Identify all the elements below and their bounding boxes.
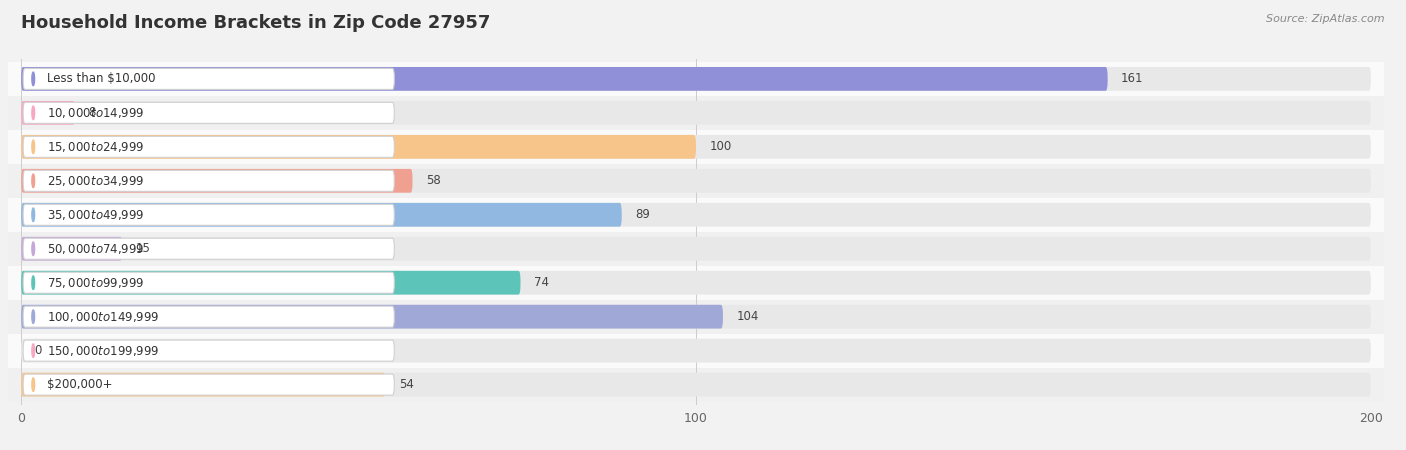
FancyBboxPatch shape: [21, 135, 696, 159]
Circle shape: [32, 140, 35, 153]
FancyBboxPatch shape: [7, 198, 1385, 232]
FancyBboxPatch shape: [21, 271, 520, 295]
Circle shape: [32, 310, 35, 324]
Text: 104: 104: [737, 310, 759, 323]
FancyBboxPatch shape: [7, 62, 1385, 96]
Text: 100: 100: [710, 140, 731, 153]
FancyBboxPatch shape: [21, 237, 1371, 261]
Text: $75,000 to $99,999: $75,000 to $99,999: [46, 276, 145, 290]
Circle shape: [32, 106, 35, 120]
Text: $200,000+: $200,000+: [46, 378, 112, 391]
FancyBboxPatch shape: [21, 67, 1108, 91]
FancyBboxPatch shape: [21, 203, 1371, 227]
Text: 89: 89: [636, 208, 650, 221]
Text: $25,000 to $34,999: $25,000 to $34,999: [46, 174, 145, 188]
Text: Less than $10,000: Less than $10,000: [46, 72, 155, 86]
Circle shape: [32, 378, 35, 392]
FancyBboxPatch shape: [21, 237, 122, 261]
FancyBboxPatch shape: [22, 68, 394, 90]
Text: 161: 161: [1121, 72, 1143, 86]
FancyBboxPatch shape: [22, 204, 394, 225]
Text: 15: 15: [136, 242, 150, 255]
FancyBboxPatch shape: [21, 67, 1371, 91]
FancyBboxPatch shape: [7, 164, 1385, 198]
FancyBboxPatch shape: [22, 272, 394, 293]
FancyBboxPatch shape: [21, 169, 412, 193]
FancyBboxPatch shape: [21, 101, 1371, 125]
Text: $10,000 to $14,999: $10,000 to $14,999: [46, 106, 145, 120]
FancyBboxPatch shape: [21, 169, 1371, 193]
Circle shape: [32, 72, 35, 86]
Text: $100,000 to $149,999: $100,000 to $149,999: [46, 310, 159, 324]
FancyBboxPatch shape: [7, 130, 1385, 164]
FancyBboxPatch shape: [22, 170, 394, 191]
FancyBboxPatch shape: [21, 271, 1371, 295]
FancyBboxPatch shape: [22, 374, 394, 395]
FancyBboxPatch shape: [22, 340, 394, 361]
Text: Source: ZipAtlas.com: Source: ZipAtlas.com: [1267, 14, 1385, 23]
FancyBboxPatch shape: [22, 102, 394, 123]
FancyBboxPatch shape: [21, 373, 385, 396]
FancyBboxPatch shape: [7, 300, 1385, 333]
FancyBboxPatch shape: [7, 266, 1385, 300]
Text: 58: 58: [426, 174, 440, 187]
Text: 54: 54: [399, 378, 413, 391]
Text: 74: 74: [534, 276, 548, 289]
Text: 8: 8: [89, 106, 96, 119]
Text: Household Income Brackets in Zip Code 27957: Household Income Brackets in Zip Code 27…: [21, 14, 491, 32]
FancyBboxPatch shape: [21, 373, 1371, 396]
Circle shape: [32, 276, 35, 289]
Text: $50,000 to $74,999: $50,000 to $74,999: [46, 242, 145, 256]
Circle shape: [32, 174, 35, 188]
Circle shape: [32, 344, 35, 357]
FancyBboxPatch shape: [7, 333, 1385, 368]
Text: 0: 0: [35, 344, 42, 357]
FancyBboxPatch shape: [7, 368, 1385, 401]
Text: $35,000 to $49,999: $35,000 to $49,999: [46, 208, 145, 222]
Circle shape: [32, 242, 35, 256]
FancyBboxPatch shape: [21, 135, 1371, 159]
FancyBboxPatch shape: [21, 339, 1371, 363]
FancyBboxPatch shape: [21, 305, 723, 328]
FancyBboxPatch shape: [7, 96, 1385, 130]
Text: $150,000 to $199,999: $150,000 to $199,999: [46, 344, 159, 358]
FancyBboxPatch shape: [7, 232, 1385, 266]
FancyBboxPatch shape: [21, 203, 621, 227]
FancyBboxPatch shape: [21, 101, 75, 125]
Circle shape: [32, 208, 35, 221]
FancyBboxPatch shape: [21, 305, 1371, 328]
FancyBboxPatch shape: [22, 306, 394, 327]
FancyBboxPatch shape: [22, 136, 394, 158]
FancyBboxPatch shape: [22, 238, 394, 259]
Text: $15,000 to $24,999: $15,000 to $24,999: [46, 140, 145, 154]
